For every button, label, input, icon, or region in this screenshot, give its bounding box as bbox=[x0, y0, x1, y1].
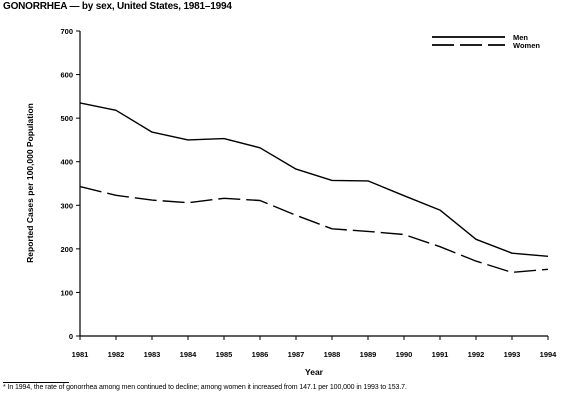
x-tick-label: 1994 bbox=[540, 350, 558, 359]
x-axis-ticks: 1981 1982 1983 1984 1985 1986 1987 1988 1989 1990… bbox=[72, 336, 558, 359]
axes bbox=[79, 31, 548, 337]
footnote: * In 1994, the rate of gonorrhea among m… bbox=[3, 384, 407, 391]
y-tick-label: 200 bbox=[60, 245, 73, 254]
y-tick-label: 600 bbox=[60, 71, 73, 80]
series-lines bbox=[79, 102, 549, 274]
x-tick-label: 1990 bbox=[396, 350, 413, 359]
x-tick-label: 1987 bbox=[288, 350, 305, 359]
x-tick-label: 1985 bbox=[216, 350, 233, 359]
footnote-divider bbox=[3, 382, 69, 383]
series-line-women bbox=[79, 185, 549, 274]
y-tick-label: 0 bbox=[69, 332, 73, 341]
y-tick-label: 100 bbox=[60, 288, 73, 297]
x-tick-label: 1986 bbox=[252, 350, 269, 359]
y-tick-label: 300 bbox=[60, 201, 73, 210]
x-tick-label: 1989 bbox=[360, 350, 377, 359]
chart-title: GONORRHEA — by sex, United States, 1981–… bbox=[3, 1, 232, 12]
legend-label-men: Men bbox=[513, 33, 528, 42]
x-tick-label: 1982 bbox=[108, 350, 125, 359]
x-axis-label: Year bbox=[305, 367, 324, 377]
y-tick-label: 500 bbox=[60, 114, 73, 123]
y-tick-label: 400 bbox=[60, 158, 73, 167]
x-tick-label: 1983 bbox=[144, 350, 161, 359]
x-tick-label: 1993 bbox=[504, 350, 521, 359]
x-tick-label: 1991 bbox=[432, 350, 449, 359]
y-tick-label: 700 bbox=[60, 27, 73, 36]
series-line-men bbox=[79, 102, 549, 257]
x-tick-label: 1988 bbox=[324, 350, 341, 359]
x-tick-label: 1992 bbox=[468, 350, 485, 359]
x-tick-label: 1981 bbox=[72, 350, 89, 359]
x-tick-label: 1984 bbox=[180, 350, 198, 359]
legend-label-women: Women bbox=[513, 41, 540, 50]
y-axis-label: Reported Cases per 100,000 Population bbox=[25, 103, 35, 263]
y-axis-ticks: 0 100 200 300 400 500 600 700 bbox=[60, 27, 80, 341]
